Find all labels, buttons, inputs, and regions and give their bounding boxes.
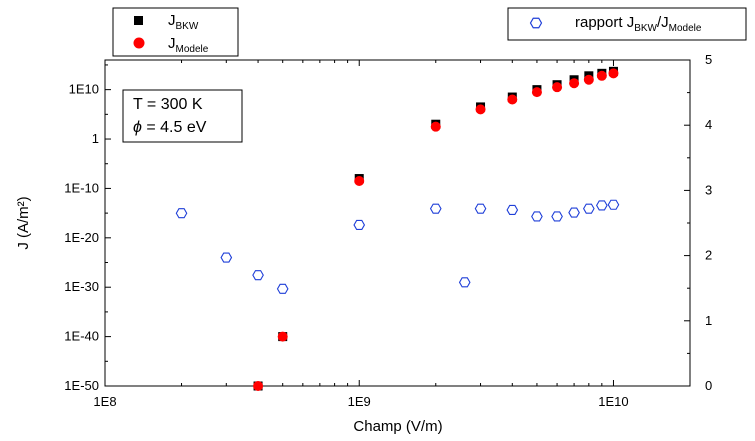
x-axis: 1E8 1E9 1E10 [93,60,691,409]
y-left-tick-label: 1 [92,131,99,146]
ratio-point [353,219,366,231]
legend-left-frame [112,7,239,57]
y-right-tick-label: 0 [705,378,712,393]
y-left-tick-label: 1E-20 [64,230,99,245]
j-modele-point [569,78,580,89]
j-modele-point [475,104,486,115]
legend-label-ratio: rapport JBKW/JModele [575,14,702,34]
phi-symbol: ϕ [133,119,142,136]
y-left-tick-label: 1E-50 [64,378,99,393]
legend-marker-j-bkw [134,16,143,25]
y-axis-left-title: J (A/m²) [15,196,32,249]
j-modele-point [507,94,518,105]
j-modele-point [531,87,542,98]
y-axis-left: 1E-50 1E-40 1E-30 1E-20 1E-10 1 1E10 [64,64,111,393]
j-modele-point [430,121,441,132]
y-left-tick-label: 1E-40 [64,329,99,344]
ratio-point [458,277,471,288]
ratio-point [568,207,580,218]
y-right-tick-label: 2 [705,248,712,263]
annotation-frame [122,89,243,143]
annotation-box: T = 300 K ϕ = 4.5 eV [122,89,243,143]
legend-right: rapport JBKW/JModele [507,7,747,41]
ratio-point [595,200,608,211]
ratio-point [582,203,595,214]
ratio-point [506,204,519,216]
x-tick-label: 1E8 [93,394,116,409]
data-points [175,66,620,391]
legend-marker-j-modele [133,37,145,49]
ratio-point [276,283,289,294]
j-modele-point [552,82,563,93]
x-tick-label: 1E9 [348,394,371,409]
y-right-tick-label: 4 [705,117,712,132]
legend-left: JBKW JModele [112,7,239,57]
annotation-line-2-value: = 4.5 eV [142,119,207,136]
y-left-tick-label: 1E10 [69,82,99,97]
legend-label-j-modele: JModele [168,35,209,55]
annotation-line-2: ϕ = 4.5 eV [133,119,207,136]
ratio-point [252,270,264,281]
x-tick-label: 1E10 [598,394,628,409]
y-right-tick-label: 5 [705,52,712,67]
ratio-point [429,203,442,214]
y-right-tick-label: 3 [705,182,712,197]
j-modele-point [583,74,594,85]
ratio-point [551,211,563,222]
j-modele-point [354,176,365,187]
annotation-line-1: T = 300 K [133,96,203,113]
ratio-point [175,208,188,219]
j-modele-point [608,68,619,79]
ratio-point [607,199,620,210]
legend-label-j-bkw: JBKW [168,12,199,32]
x-axis-title: Champ (V/m) [353,418,442,435]
ratio-point [531,211,543,222]
j-modele-point [596,70,607,81]
legend-right-frame [507,7,747,41]
ratio-point [474,203,487,214]
ratio-point [220,252,233,263]
y-axis-right: 0 1 2 3 4 5 [684,52,712,393]
legend-marker-ratio [529,17,543,29]
j-modele-point [253,381,264,391]
y-left-tick-label: 1E-10 [64,180,99,195]
y-left-tick-label: 1E-30 [64,279,99,294]
y-right-tick-label: 1 [705,313,712,328]
j-modele-point [277,331,288,342]
